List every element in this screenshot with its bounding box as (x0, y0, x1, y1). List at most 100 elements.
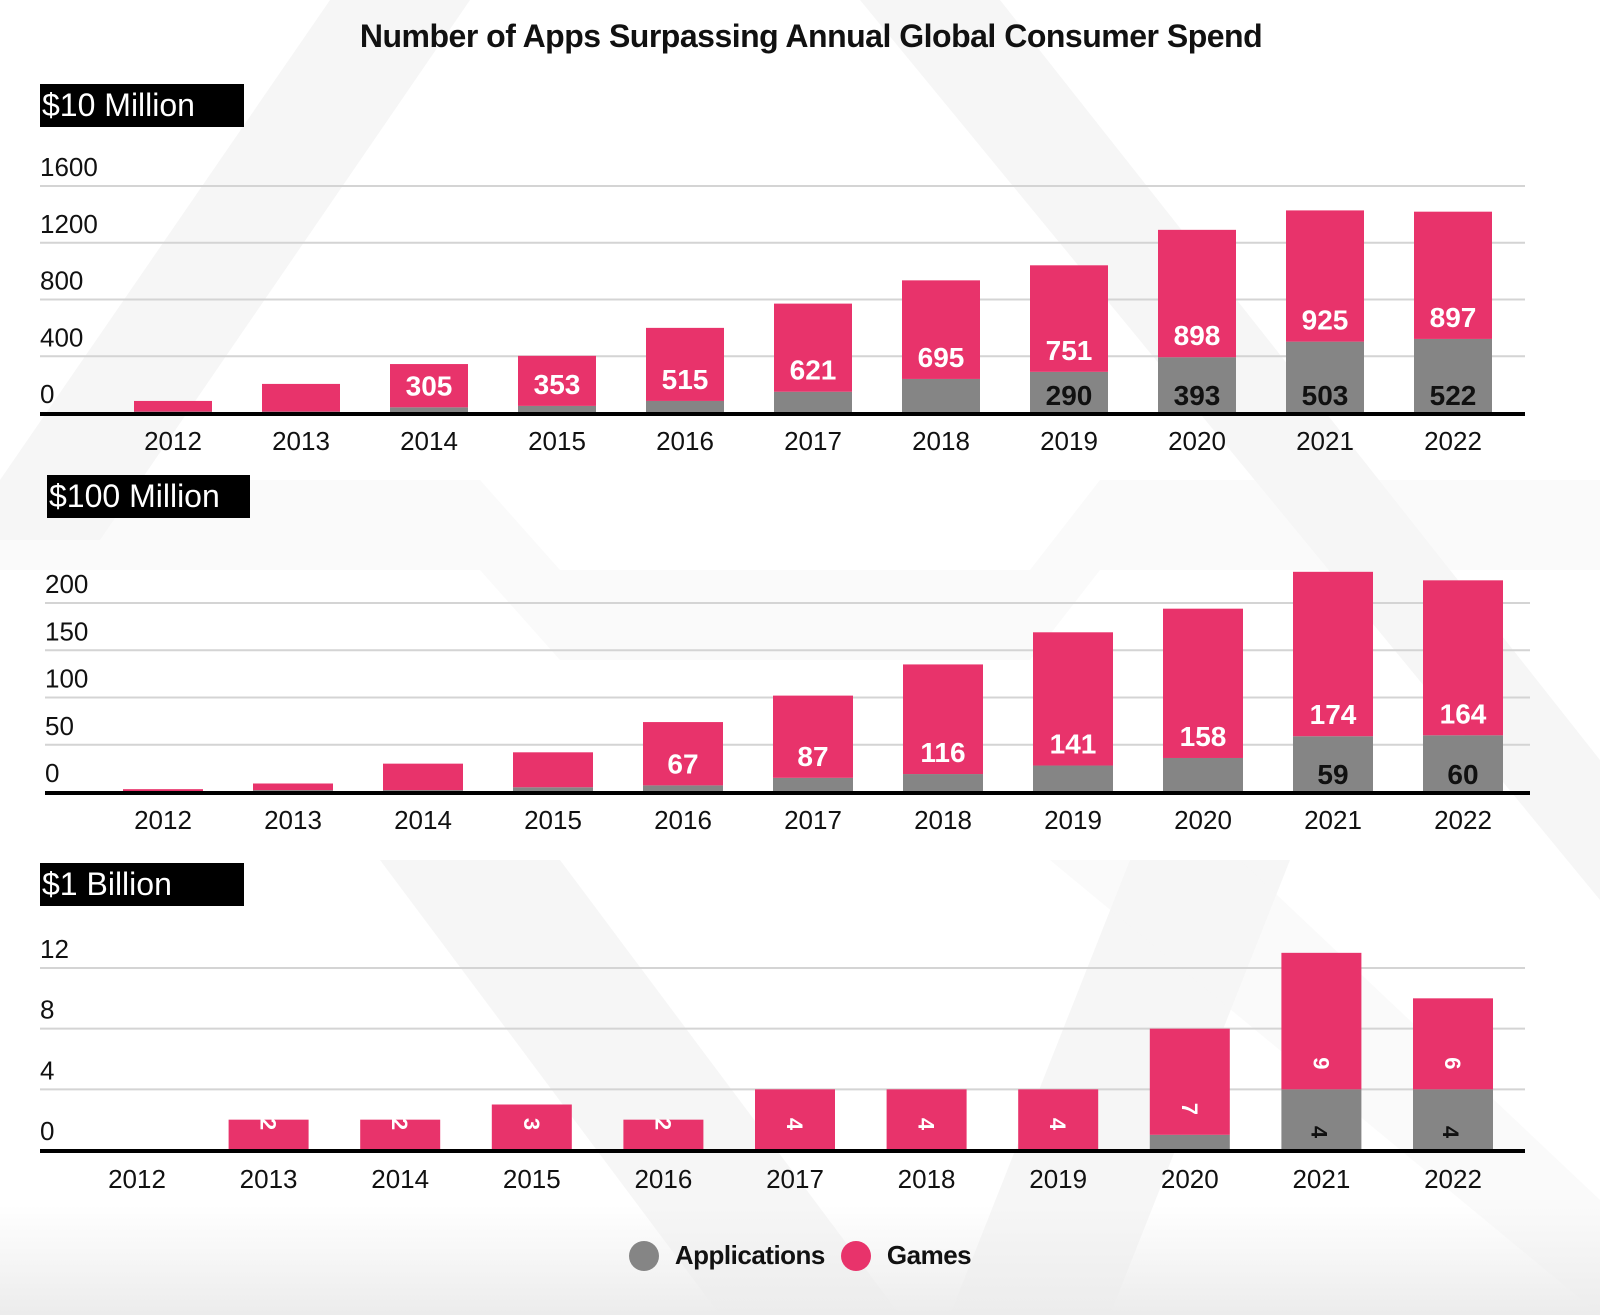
bottom-fade (0, 1205, 1600, 1315)
y-tick-label: 100 (45, 664, 88, 694)
x-tick-label: 2022 (1424, 1164, 1482, 1194)
data-label-games: 87 (797, 741, 828, 772)
x-tick-label: 2017 (766, 1164, 824, 1194)
y-tick-label: 8 (40, 995, 54, 1025)
data-label-applications: 4 (1306, 1126, 1331, 1139)
x-tick-label: 2014 (400, 426, 458, 456)
x-tick-label: 2020 (1161, 1164, 1219, 1194)
bar-games-2014 (383, 763, 463, 791)
y-tick-label: 0 (45, 758, 59, 788)
legend-swatch-games (840, 1240, 871, 1271)
bar-applications-2020 (1149, 1134, 1230, 1150)
x-tick-label: 2021 (1296, 426, 1354, 456)
data-label-games: 141 (1050, 729, 1097, 760)
data-label-games: 158 (1180, 721, 1227, 752)
x-tick-label: 2017 (784, 426, 842, 456)
x-tick-label: 2013 (264, 805, 322, 835)
bar-applications-2022 (1413, 1089, 1493, 1150)
data-label-games: 4 (782, 1118, 807, 1131)
data-label-games: 3 (519, 1118, 544, 1130)
bar-applications-2017 (774, 391, 852, 413)
x-tick-label: 2013 (240, 1164, 298, 1194)
bar-games-2017 (774, 303, 852, 392)
data-label-games: 751 (1046, 335, 1093, 366)
y-tick-label: 0 (40, 379, 54, 409)
data-label-games: 2 (256, 1118, 281, 1130)
legend: Applications Games (0, 1240, 1600, 1271)
y-tick-label: 200 (45, 569, 88, 599)
data-label-applications: 522 (1430, 380, 1477, 411)
bar-games-2013 (262, 383, 340, 412)
bar-games-2012 (134, 400, 212, 412)
legend-label-applications: Applications (674, 1240, 826, 1270)
x-tick-label: 2013 (272, 426, 330, 456)
data-label-games: 305 (406, 370, 453, 401)
x-tick-label: 2020 (1174, 805, 1232, 835)
bar-applications-2016 (646, 400, 724, 413)
x-tick-label: 2017 (784, 805, 842, 835)
data-label-games: 164 (1440, 698, 1487, 729)
data-label-applications: 59 (1317, 759, 1348, 790)
y-tick-label: 150 (45, 616, 88, 646)
bar-applications-2016 (643, 785, 723, 792)
data-label-games: 898 (1174, 320, 1221, 351)
bar-games-2015 (518, 355, 596, 406)
data-label-applications: 4 (1438, 1126, 1463, 1139)
x-tick-label: 2016 (654, 805, 712, 835)
y-tick-label: 1200 (40, 209, 98, 239)
x-tick-label: 2014 (371, 1164, 429, 1194)
data-label-games: 515 (662, 364, 709, 395)
y-tick-label: 800 (40, 266, 83, 296)
bar-games-2013 (253, 783, 333, 791)
bar-applications-2015 (513, 787, 593, 792)
x-tick-label: 2016 (634, 1164, 692, 1194)
data-label-games: 4 (1045, 1118, 1070, 1131)
x-tick-label: 2012 (144, 426, 202, 456)
x-tick-label: 2020 (1168, 426, 1226, 456)
x-tick-label: 2018 (898, 1164, 956, 1194)
bar-games-2016 (643, 722, 723, 786)
data-label-applications: 290 (1046, 380, 1093, 411)
x-tick-label: 2012 (134, 805, 192, 835)
x-tick-label: 2012 (108, 1164, 166, 1194)
data-label-games: 621 (790, 355, 837, 386)
legend-item-games[interactable]: Games (840, 1240, 972, 1271)
x-tick-label: 2015 (503, 1164, 561, 1194)
bar-games-2012 (123, 789, 203, 792)
x-tick-label: 2021 (1304, 805, 1362, 835)
chart-title: Number of Apps Surpassing Annual Global … (359, 18, 1263, 54)
y-tick-label: 4 (40, 1055, 54, 1085)
panel-label-100m: $100 Million (47, 475, 250, 518)
x-tick-label: 2022 (1434, 805, 1492, 835)
data-label-games: 6 (1440, 1057, 1465, 1069)
panel-label-10m: $10 Million (40, 84, 244, 127)
x-tick-label: 2018 (912, 426, 970, 456)
bar-applications-2017 (773, 777, 853, 792)
legend-label-games: Games (886, 1240, 972, 1270)
y-tick-label: 400 (40, 322, 83, 352)
bar-applications-2018 (903, 774, 983, 792)
data-label-games: 174 (1310, 699, 1357, 730)
x-tick-label: 2019 (1040, 426, 1098, 456)
data-label-games: 695 (918, 342, 965, 373)
y-tick-label: 50 (45, 711, 74, 741)
x-tick-label: 2015 (528, 426, 586, 456)
data-label-applications: 393 (1174, 380, 1221, 411)
data-label-games: 925 (1302, 305, 1349, 336)
bar-applications-2019 (1033, 765, 1113, 792)
x-tick-label: 2019 (1029, 1164, 1087, 1194)
bar-applications-2020 (1163, 757, 1243, 792)
x-tick-label: 2015 (524, 805, 582, 835)
x-tick-label: 2014 (394, 805, 452, 835)
data-label-games: 7 (1177, 1103, 1202, 1115)
data-label-games: 9 (1308, 1057, 1333, 1069)
bar-games-2022 (1413, 998, 1493, 1090)
panel-label-1b: $1 Billion (40, 863, 244, 906)
legend-item-applications[interactable]: Applications (628, 1240, 826, 1271)
bar-games-2016 (646, 327, 724, 401)
data-label-applications: 503 (1302, 380, 1349, 411)
bar-applications-2015 (518, 405, 596, 413)
data-label-applications: 60 (1447, 759, 1478, 790)
bar-applications-2021 (1281, 1089, 1362, 1150)
